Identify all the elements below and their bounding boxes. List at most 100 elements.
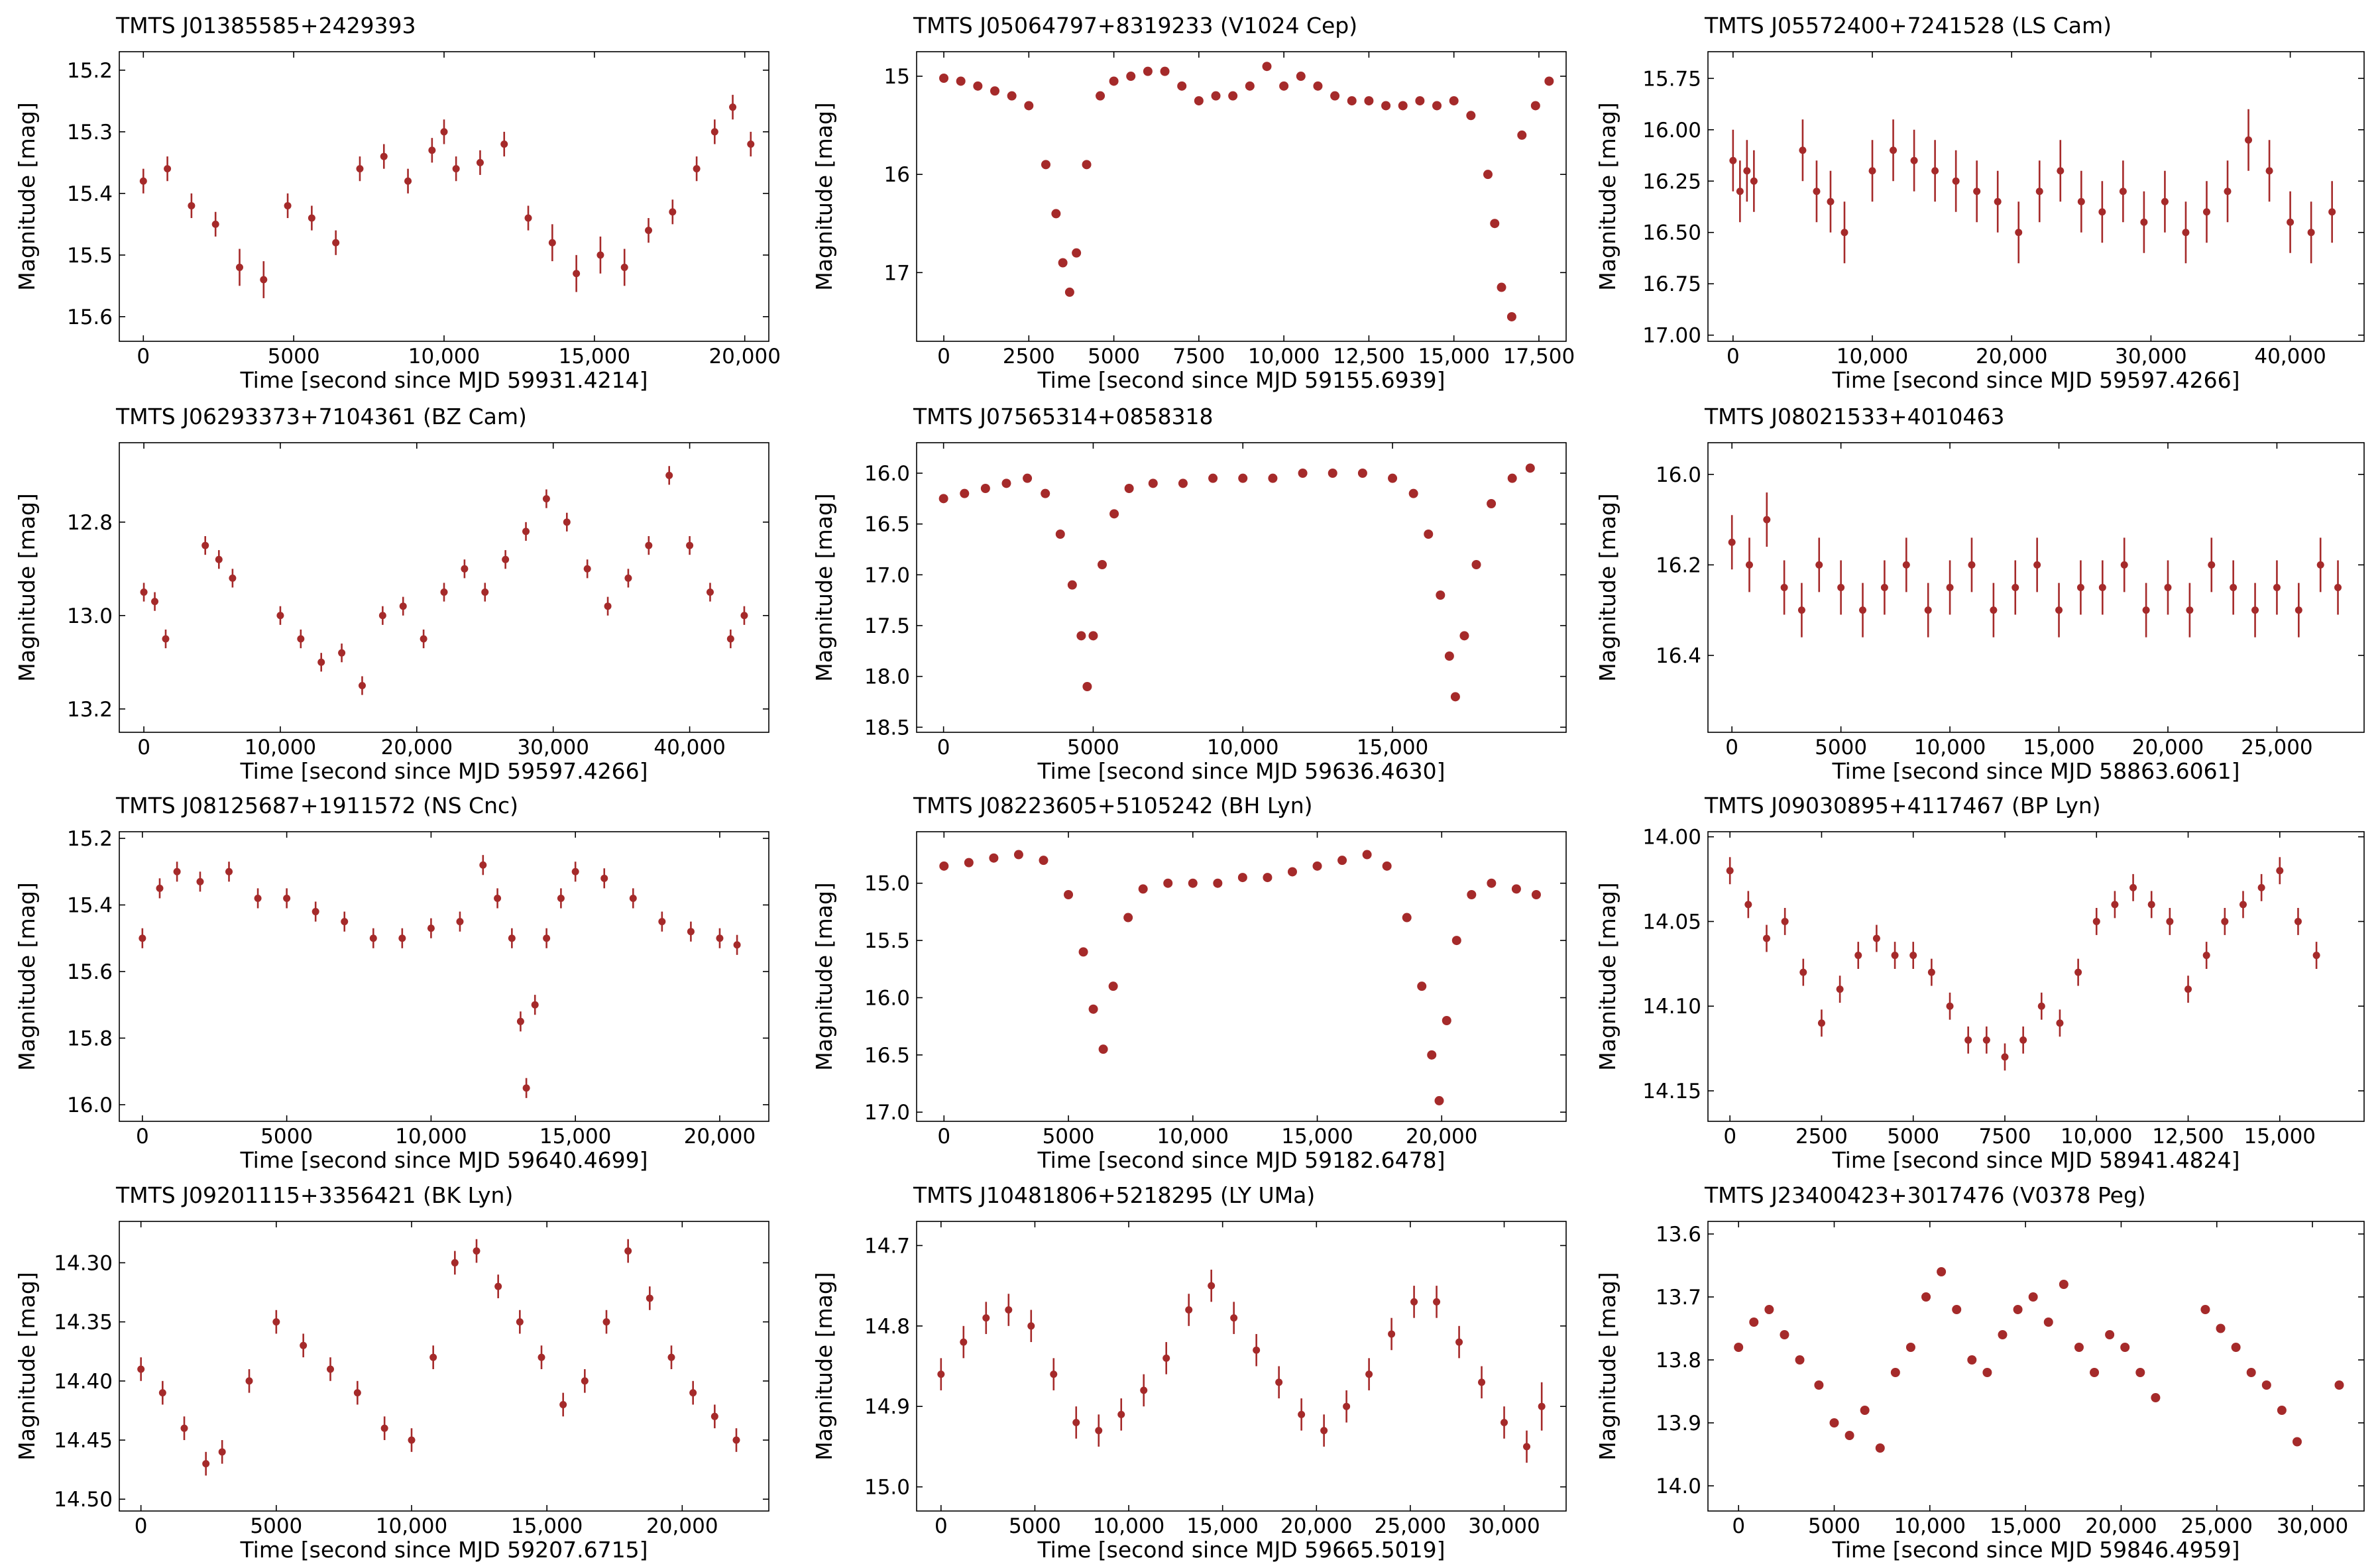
data-point <box>1001 478 1011 488</box>
x-tick-label: 0 <box>137 736 150 759</box>
x-tick-label: 10,000 <box>376 1514 447 1538</box>
y-tick-label: 16.5 <box>864 1044 910 1068</box>
data-point <box>2307 229 2315 237</box>
y-tick-label: 14.8 <box>864 1315 910 1339</box>
data-point <box>2037 1002 2045 1010</box>
data-point <box>1964 1036 1972 1044</box>
data-point <box>571 868 579 875</box>
data-point <box>1973 188 1981 196</box>
data-point <box>1279 81 1289 91</box>
data-point <box>1880 584 1888 591</box>
y-tick-label: 16.2 <box>1656 553 1701 577</box>
x-tick-label: 15,000 <box>1186 1514 1258 1538</box>
data-point <box>1466 111 1476 121</box>
y-axis-label: Magnitude [mag] <box>811 1272 837 1460</box>
x-tick-label: 0 <box>935 1514 948 1538</box>
data-point <box>1005 1306 1013 1314</box>
y-tick-label: 15.4 <box>67 182 113 206</box>
data-point <box>420 635 427 643</box>
x-tick-label: 10,000 <box>1207 736 1278 759</box>
data-point <box>1007 91 1017 101</box>
data-point <box>1415 96 1425 106</box>
data-point <box>1762 934 1770 942</box>
data-point <box>369 934 377 942</box>
data-point <box>140 588 148 596</box>
data-point <box>2120 561 2128 569</box>
data-point <box>1023 473 1033 483</box>
data-point <box>522 1084 530 1092</box>
data-point <box>1891 952 1899 960</box>
data-point <box>284 201 292 209</box>
x-tick-label: 10,000 <box>395 1125 467 1148</box>
data-point <box>2294 917 2302 925</box>
x-tick-label: 0 <box>135 1514 148 1538</box>
data-point <box>245 1377 253 1385</box>
data-point <box>524 214 532 222</box>
chart-panel-6: TMTS J08021533+4010463 0 5000 10,000 15,000 2… <box>1595 404 2365 784</box>
panel-title: TMTS J09201115+3356421 (BK Lyn) <box>115 1182 513 1208</box>
data-point <box>1432 101 1442 111</box>
data-point <box>1797 606 1805 614</box>
data-point <box>1478 1378 1486 1386</box>
data-point <box>1927 968 1935 976</box>
data-point <box>481 588 489 596</box>
data-point <box>2261 1380 2271 1390</box>
data-point <box>338 649 346 657</box>
data-point <box>2140 218 2148 226</box>
data-point <box>2202 208 2210 216</box>
data-point <box>2312 952 2320 960</box>
data-point <box>937 1371 945 1378</box>
y-tick-label: 14.10 <box>1642 995 1701 1019</box>
data-point <box>1058 258 1068 268</box>
chart-panel-1: TMTS J01385585+2429393 0 5000 10,000 15,000 2… <box>14 13 781 393</box>
data-point <box>600 874 608 882</box>
data-point <box>254 894 262 902</box>
data-point <box>2251 606 2259 614</box>
data-point <box>235 263 243 271</box>
data-point <box>1982 1036 1990 1044</box>
data-point <box>1780 1330 1789 1339</box>
x-axis-label: Time [second since MJD 59155.6939] <box>1037 367 1445 393</box>
data-point <box>1298 1410 1306 1418</box>
plot-frame <box>1707 1221 2365 1512</box>
data-point <box>317 658 325 666</box>
x-tick-label: 10,000 <box>1248 345 1320 368</box>
data-point <box>1814 1380 1824 1390</box>
data-point <box>2098 208 2106 216</box>
x-tick-label: 10,000 <box>1914 736 1986 759</box>
data-point <box>139 177 147 185</box>
plot-frame <box>916 442 1567 733</box>
data-point <box>543 934 551 942</box>
chart-panel-4: TMTS J06293373+7104361 (BZ Cam) 0 10,000 20… <box>14 404 769 784</box>
data-point <box>2119 188 2127 196</box>
data-point <box>2231 1343 2241 1352</box>
y-tick-label: 16.0 <box>864 986 910 1010</box>
data-point <box>620 263 628 271</box>
data-point <box>2316 561 2324 569</box>
data-point <box>2292 1437 2302 1447</box>
data-point <box>939 73 949 83</box>
chart-panel-5: TMTS J07565314+0858318 0 5000 10,000 15,000 1… <box>811 404 1567 784</box>
data-point <box>1531 890 1541 899</box>
y-tick-label: 18.0 <box>864 665 910 689</box>
data-point <box>629 894 637 902</box>
data-point <box>1837 584 1845 591</box>
y-tick-label: 14.9 <box>864 1395 910 1419</box>
y-tick-label: 12.8 <box>67 511 113 535</box>
data-point <box>2013 1305 2023 1314</box>
data-point <box>960 1338 968 1346</box>
data-point <box>1381 101 1391 111</box>
y-tick-label: 15.5 <box>864 929 910 953</box>
data-point <box>956 76 966 86</box>
data-point <box>1275 1378 1283 1386</box>
panel-title: TMTS J10481806+5218295 (LY UMa) <box>913 1182 1315 1208</box>
x-axis-label: Time [second since MJD 59597.4266] <box>1832 367 2240 393</box>
data-point <box>689 1389 697 1397</box>
y-tick-label: 16.0 <box>67 1093 113 1117</box>
x-tick-label: 20,000 <box>1280 1514 1352 1538</box>
data-point <box>139 934 146 942</box>
data-point <box>2230 584 2238 591</box>
data-point <box>964 858 974 868</box>
data-point <box>1946 584 1954 591</box>
data-point <box>1263 873 1273 883</box>
